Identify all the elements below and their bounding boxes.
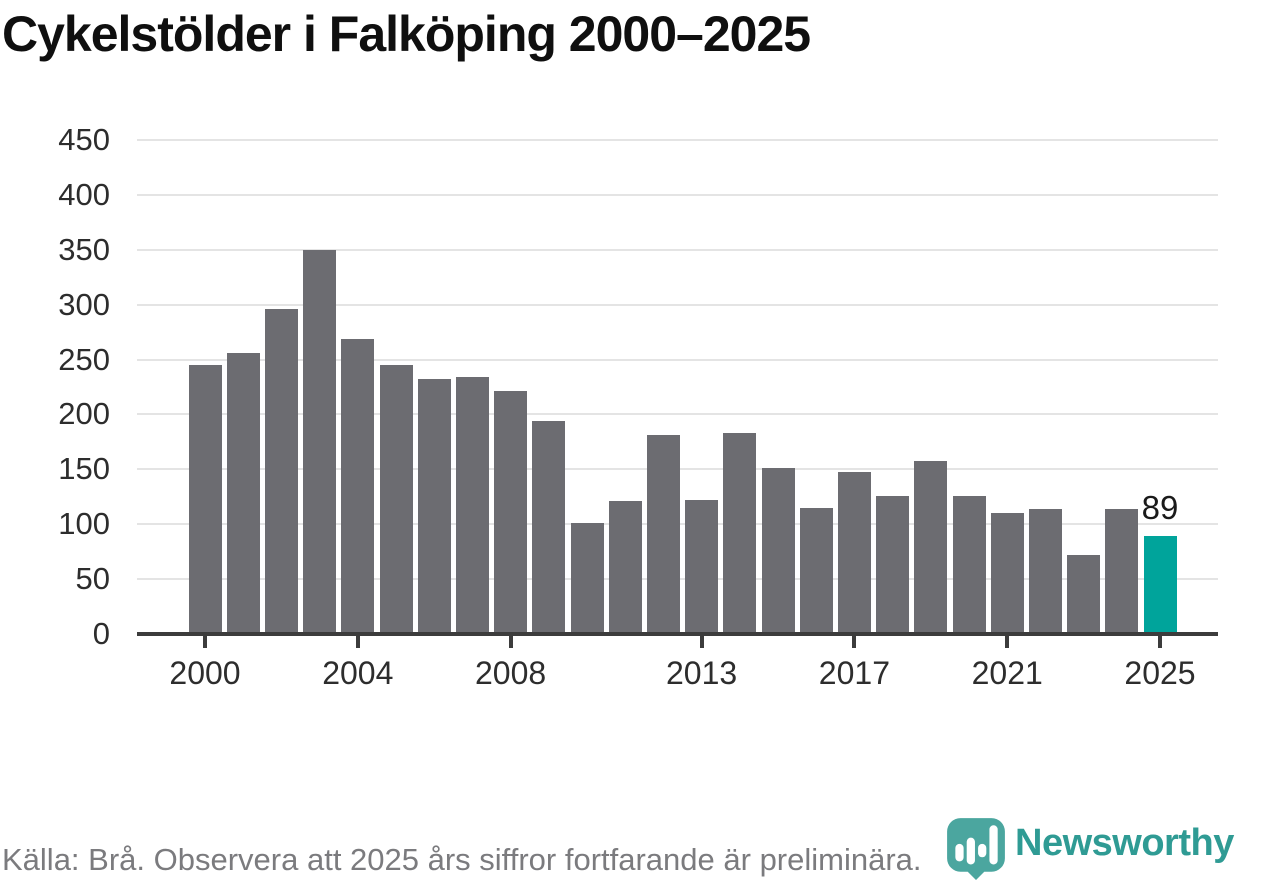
gridline-y-250: [137, 358, 1218, 361]
x-axis-line: [137, 632, 1218, 636]
x-axis-tick-label-2008: 2008: [475, 655, 547, 691]
y-axis-tick-label-0: 0: [92, 616, 110, 651]
x-axis-tick-2000: [203, 634, 207, 648]
y-axis-tick-label-400: 400: [58, 176, 110, 212]
bar-2009: [532, 421, 566, 634]
bar-2014: [723, 433, 757, 634]
bar-2006: [417, 379, 451, 634]
bar-2000: [188, 365, 222, 634]
x-axis-tick-2013: [699, 634, 704, 648]
bar-2023: [1067, 554, 1101, 634]
bar-2016: [799, 507, 833, 634]
x-axis-tick-label-2021: 2021: [971, 655, 1043, 691]
highlight-value-label: 89: [1141, 489, 1179, 527]
newsworthy-pin-barchart-icon: [947, 818, 1005, 880]
newsworthy-logo: Newsworthy: [945, 816, 1234, 880]
x-axis-tick-label-2017: 2017: [818, 655, 890, 691]
bar-2004: [341, 338, 375, 634]
x-axis-tick-label-2025: 2025: [1124, 655, 1196, 691]
bar-2005: [379, 365, 413, 634]
bar-2018: [876, 495, 910, 634]
x-axis-tick-label-2000: 2000: [169, 655, 241, 691]
gridline-y-400: [137, 193, 1218, 196]
bar-2011: [608, 501, 642, 634]
bar-2015: [761, 468, 795, 634]
bar-chart-plot-area: 0 50 100 150 200 250 300 350 400 450 89 2000 2004 200…: [58, 124, 1218, 691]
x-axis-tick-2021: [1005, 634, 1010, 648]
chart-title: Cykelstölder i Falköping 2000–2025: [2, 6, 811, 62]
x-axis-tick-2004: [355, 634, 360, 648]
x-axis-tick-2008: [508, 634, 513, 648]
gridline-y-200: [137, 413, 1218, 416]
y-axis-tick-label-250: 250: [58, 341, 110, 377]
y-axis-tick-label-350: 350: [58, 231, 110, 267]
bar-2019: [914, 460, 948, 634]
bar-2017: [837, 471, 871, 634]
gridline-y-300: [137, 303, 1218, 306]
y-axis-tick-label-300: 300: [58, 286, 110, 322]
bar-2022: [1028, 508, 1062, 634]
bar-2007: [455, 377, 489, 634]
bar-2003: [303, 249, 337, 634]
gridline-y-350: [137, 248, 1218, 251]
bar-2020: [952, 495, 986, 634]
bar-2012: [646, 435, 680, 634]
bar-2021: [990, 513, 1024, 634]
source-note: Källa: Brå. Observera att 2025 års siffr…: [2, 842, 922, 877]
bar-2025: [1143, 536, 1177, 634]
gridline-y-450: [137, 139, 1218, 141]
y-axis-tick-label-50: 50: [75, 561, 110, 597]
y-axis-tick-label-450: 450: [58, 122, 110, 157]
y-axis-tick-label-100: 100: [58, 506, 110, 542]
bar-2010: [570, 523, 604, 634]
x-axis-tick-2025: [1158, 634, 1162, 648]
newsworthy-logo-text: Newsworthy: [1015, 822, 1234, 864]
x-axis-tick-label-2013: 2013: [666, 655, 738, 691]
y-axis-tick-label-200: 200: [58, 396, 110, 432]
y-axis-tick-label-150: 150: [58, 451, 110, 487]
bar-2013: [685, 500, 719, 634]
bar-2024: [1105, 508, 1139, 634]
bar-2001: [226, 352, 260, 634]
x-axis-tick-label-2004: 2004: [322, 655, 394, 691]
bar-2008: [494, 391, 528, 634]
bar-2002: [264, 309, 298, 634]
x-axis-tick-2017: [852, 634, 857, 648]
